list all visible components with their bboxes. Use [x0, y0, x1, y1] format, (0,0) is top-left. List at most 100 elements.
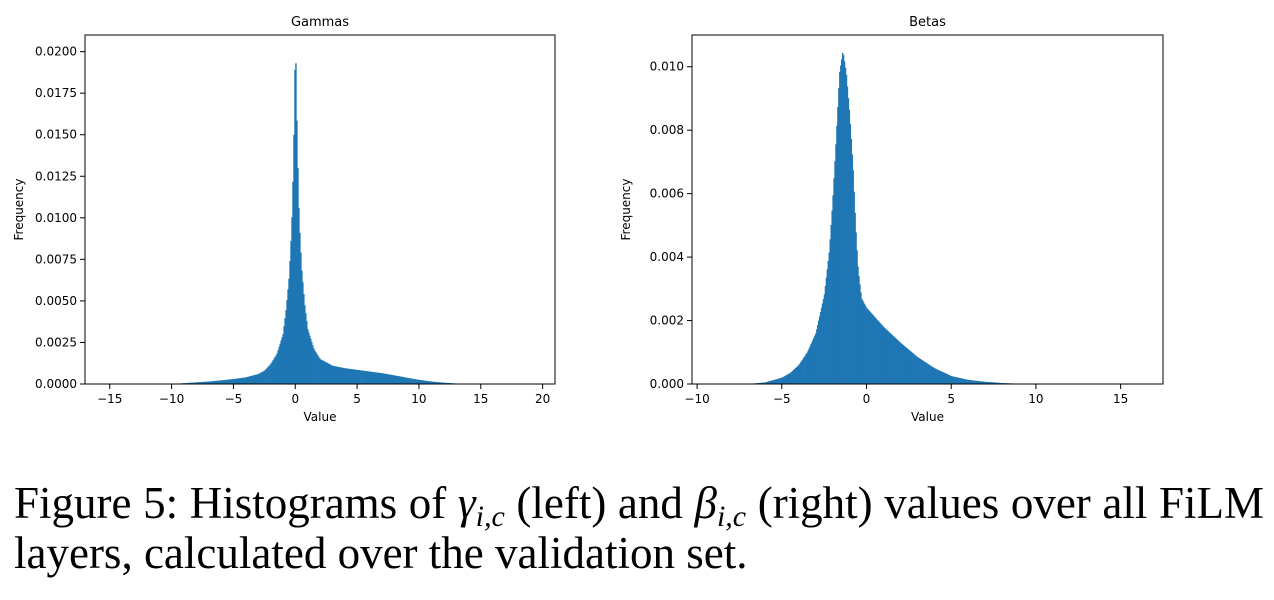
- histogram-bar: [423, 380, 426, 384]
- histogram-bar: [809, 346, 811, 384]
- histogram-bar: [366, 371, 368, 384]
- y-tick-label: 0.0100: [35, 211, 77, 225]
- histogram-bar: [295, 63, 297, 384]
- histogram-bar: [851, 154, 853, 384]
- histogram-bar: [807, 350, 809, 384]
- histogram-bar: [381, 373, 383, 384]
- histogram-bar: [803, 356, 805, 384]
- histogram-bar: [916, 357, 919, 384]
- histogram-bar: [871, 314, 874, 384]
- histogram-bar: [943, 372, 946, 384]
- histogram-bar: [952, 376, 954, 384]
- histogram-bar: [965, 379, 968, 384]
- histogram-bar: [274, 356, 276, 384]
- histogram-bar: [237, 378, 240, 384]
- x-tick-label: 20: [535, 392, 550, 406]
- histogram-bar: [293, 134, 295, 384]
- histogram-bar: [440, 382, 443, 384]
- histogram-bar: [301, 270, 303, 384]
- histogram-bar: [349, 368, 352, 384]
- histogram-bar: [986, 381, 989, 384]
- histogram-bar: [243, 377, 246, 384]
- histogram-bar: [974, 380, 976, 384]
- histogram-bar: [192, 382, 194, 384]
- histogram-bar: [327, 363, 330, 384]
- histogram-bar: [204, 381, 206, 384]
- histogram-bar: [416, 379, 419, 384]
- x-tick-label: −5: [773, 392, 791, 406]
- histogram-bar: [211, 381, 213, 384]
- histogram-bar: [215, 380, 217, 384]
- histogram-bar: [361, 370, 363, 384]
- histogram-bar: [951, 376, 953, 384]
- histogram-bar: [254, 374, 257, 384]
- histogram-bar: [946, 374, 949, 384]
- histogram-bar: [336, 366, 339, 384]
- histogram-bar: [801, 359, 804, 384]
- histogram-bar: [372, 372, 374, 384]
- histogram-bar: [853, 191, 855, 384]
- histogram-bar: [884, 328, 886, 384]
- histogram-bar: [804, 355, 806, 384]
- histogram-bar: [806, 352, 808, 384]
- histogram-bar: [794, 368, 797, 384]
- histogram-bar: [307, 329, 309, 384]
- histogram-bar: [872, 315, 875, 384]
- histogram-bar: [446, 382, 449, 384]
- histogram-bar: [873, 316, 876, 384]
- histogram-bar: [878, 321, 880, 384]
- histogram-bar: [227, 379, 230, 384]
- histogram-bar: [406, 377, 408, 384]
- histogram-bar: [397, 376, 399, 384]
- histogram-bar: [275, 355, 277, 384]
- histogram-bar: [876, 319, 878, 384]
- histogram-bar: [841, 52, 844, 384]
- histogram-bar: [944, 373, 947, 384]
- histogram-bar: [829, 239, 831, 384]
- histogram-bar: [436, 382, 439, 384]
- histogram-bar: [223, 380, 225, 384]
- histogram-bar: [891, 335, 894, 384]
- histogram-bar: [817, 320, 820, 384]
- histogram-bar: [980, 381, 982, 384]
- histogram-bar: [766, 381, 768, 384]
- histogram-bar: [867, 309, 870, 384]
- histogram-bar: [920, 359, 923, 384]
- histogram-bar: [923, 361, 925, 384]
- histogram-bar: [357, 370, 359, 384]
- histogram-bar: [783, 376, 785, 384]
- histogram-bar: [793, 369, 795, 384]
- histogram-bar: [404, 377, 406, 384]
- x-tick-label: 0: [863, 392, 871, 406]
- histogram-bar: [210, 381, 212, 384]
- histogram-bar: [263, 370, 265, 384]
- histogram-bar: [826, 269, 828, 384]
- histogram-bar: [928, 364, 930, 384]
- histogram-bar: [300, 252, 302, 384]
- y-tick-label: 0.0025: [35, 335, 77, 349]
- histogram-bar: [988, 382, 991, 384]
- histogram-bar: [311, 341, 313, 384]
- histogram-bar: [869, 312, 872, 384]
- histogram-bar: [238, 378, 241, 384]
- histogram-bar: [966, 379, 969, 384]
- histogram-bar: [255, 374, 258, 384]
- histogram-bar: [823, 294, 826, 384]
- histogram-bar: [855, 232, 857, 384]
- histogram-bar: [813, 337, 815, 384]
- histogram-bar: [864, 304, 866, 384]
- histogram-bar: [380, 373, 382, 384]
- histogram-bar: [297, 167, 299, 384]
- y-tick-label: 0.0075: [35, 252, 77, 266]
- histogram-bar: [438, 382, 441, 384]
- histogram-bar: [913, 353, 915, 384]
- histogram-bar: [858, 276, 860, 384]
- y-tick-label: 0.002: [650, 314, 684, 328]
- histogram-bar: [771, 380, 774, 384]
- y-tick-label: 0.0200: [35, 45, 77, 59]
- histogram-bar: [832, 195, 834, 384]
- histogram-bar: [289, 261, 291, 384]
- histogram-bar: [927, 363, 929, 384]
- histogram-bar: [998, 382, 1000, 384]
